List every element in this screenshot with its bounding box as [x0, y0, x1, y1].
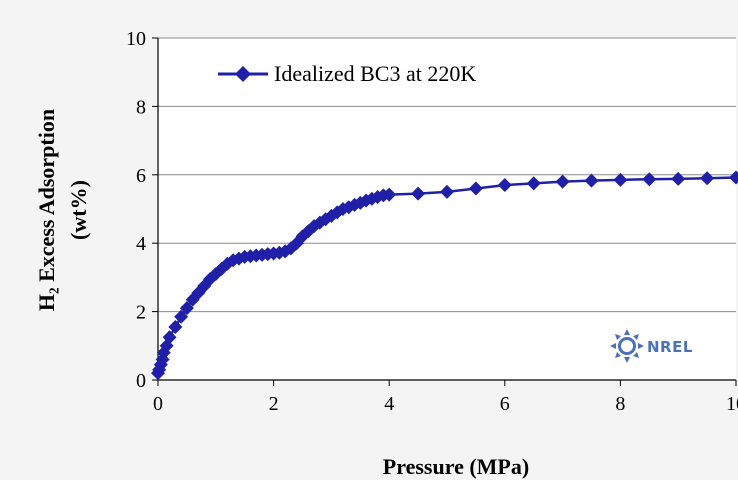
- legend: Idealized BC3 at 220K: [218, 61, 476, 86]
- y-axis-title-line2: (wt%): [66, 180, 91, 240]
- nrel-logo: NREL: [610, 329, 693, 363]
- data-point: [168, 319, 183, 334]
- series-group: [151, 170, 738, 381]
- y-tick-label: 0: [136, 370, 146, 392]
- x-tick-label: 4: [384, 393, 394, 415]
- y-tick-label: 4: [136, 233, 146, 255]
- data-point: [226, 253, 241, 268]
- data-point: [671, 171, 686, 186]
- y-tick-label: 10: [126, 28, 146, 50]
- data-point: [729, 170, 738, 185]
- data-point: [526, 176, 541, 191]
- x-tick-label: 0: [153, 393, 163, 415]
- data-point: [174, 309, 189, 324]
- data-point: [700, 171, 715, 186]
- data-point: [642, 172, 657, 187]
- data-point: [497, 178, 512, 193]
- y-axis-title-line1: H₂ Excess Adsorption: [34, 109, 59, 311]
- nrel-logo-text: NREL: [647, 338, 693, 356]
- data-point: [584, 173, 599, 188]
- data-point: [411, 186, 426, 201]
- gridlines: [158, 37, 736, 313]
- y-tick-label: 6: [136, 165, 146, 187]
- data-point: [555, 174, 570, 189]
- data-point: [613, 172, 628, 187]
- data-point: [179, 301, 194, 316]
- x-tick-label: 2: [269, 393, 279, 415]
- x-axis-title: Pressure (MPa): [383, 454, 529, 479]
- axes: [152, 37, 737, 386]
- x-tick-label: 8: [615, 393, 625, 415]
- data-point: [468, 181, 483, 196]
- nrel-sun-icon: [610, 329, 644, 363]
- data-point: [382, 187, 397, 202]
- legend-label: Idealized BC3 at 220K: [274, 61, 476, 86]
- x-tick-label: 10: [726, 393, 738, 415]
- legend-marker: [235, 66, 251, 82]
- plot-area: [158, 38, 736, 380]
- data-point: [162, 330, 177, 345]
- data-point: [440, 184, 454, 199]
- tick-labels: 0 2 4 6 8 10 0 2 4 6 8 10: [126, 28, 738, 415]
- x-tick-label: 6: [500, 393, 510, 415]
- y-tick-label: 2: [136, 302, 146, 324]
- y-tick-label: 8: [136, 96, 146, 118]
